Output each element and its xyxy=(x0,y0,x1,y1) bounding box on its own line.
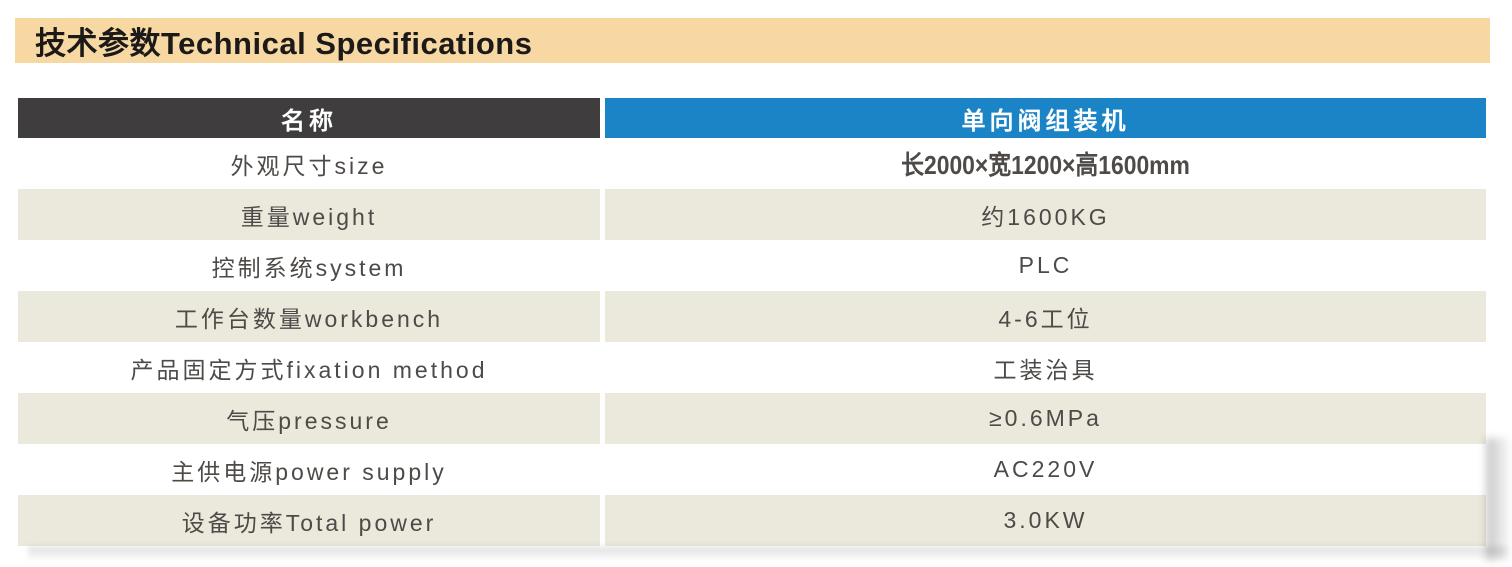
spec-value: 约1600KG xyxy=(605,189,1486,240)
table-row: 重量weight 约1600KG xyxy=(18,189,1486,240)
spec-table-body: 外观尺寸size 长2000×宽1200×高1600mm 重量weight 约1… xyxy=(18,138,1486,546)
spec-value: AC220V xyxy=(605,444,1486,495)
right-edge-shadow xyxy=(1486,438,1512,560)
page-title: 技术参数Technical Specifications xyxy=(35,26,533,61)
header-cell-machine: 单向阀组装机 xyxy=(605,98,1486,138)
table-row: 气压pressure ≥0.6MPa xyxy=(18,393,1486,444)
table-row: 主供电源power supply AC220V xyxy=(18,444,1486,495)
table-row: 设备功率Total power 3.0KW xyxy=(18,495,1486,546)
spec-value: 长2000×宽1200×高1600mm xyxy=(657,138,1434,189)
spec-label: 外观尺寸size xyxy=(18,138,600,189)
spec-table-header: 名称 单向阀组装机 xyxy=(18,98,1486,138)
table-row: 产品固定方式fixation method 工装治具 xyxy=(18,342,1486,393)
spec-value: 工装治具 xyxy=(605,342,1486,393)
header-cell-name: 名称 xyxy=(18,98,600,138)
spec-label: 控制系统system xyxy=(18,240,600,291)
table-row: 外观尺寸size 长2000×宽1200×高1600mm xyxy=(18,138,1486,189)
table-row: 工作台数量workbench 4-6工位 xyxy=(18,291,1486,342)
spec-value: 3.0KW xyxy=(605,495,1486,546)
spec-value: ≥0.6MPa xyxy=(605,393,1486,444)
spec-label: 产品固定方式fixation method xyxy=(18,342,600,393)
bottom-edge-shadow xyxy=(28,547,1506,561)
spec-label: 气压pressure xyxy=(18,393,600,444)
spec-label: 设备功率Total power xyxy=(18,495,600,546)
spec-value: PLC xyxy=(605,240,1486,291)
table-row: 控制系统system PLC xyxy=(18,240,1486,291)
spec-label: 主供电源power supply xyxy=(18,444,600,495)
spec-label: 重量weight xyxy=(18,189,600,240)
section-title-banner: 技术参数Technical Specifications xyxy=(15,18,1490,63)
spec-table: 名称 单向阀组装机 外观尺寸size 长2000×宽1200×高1600mm 重… xyxy=(18,98,1486,546)
spec-value: 4-6工位 xyxy=(605,291,1486,342)
spec-label: 工作台数量workbench xyxy=(18,291,600,342)
